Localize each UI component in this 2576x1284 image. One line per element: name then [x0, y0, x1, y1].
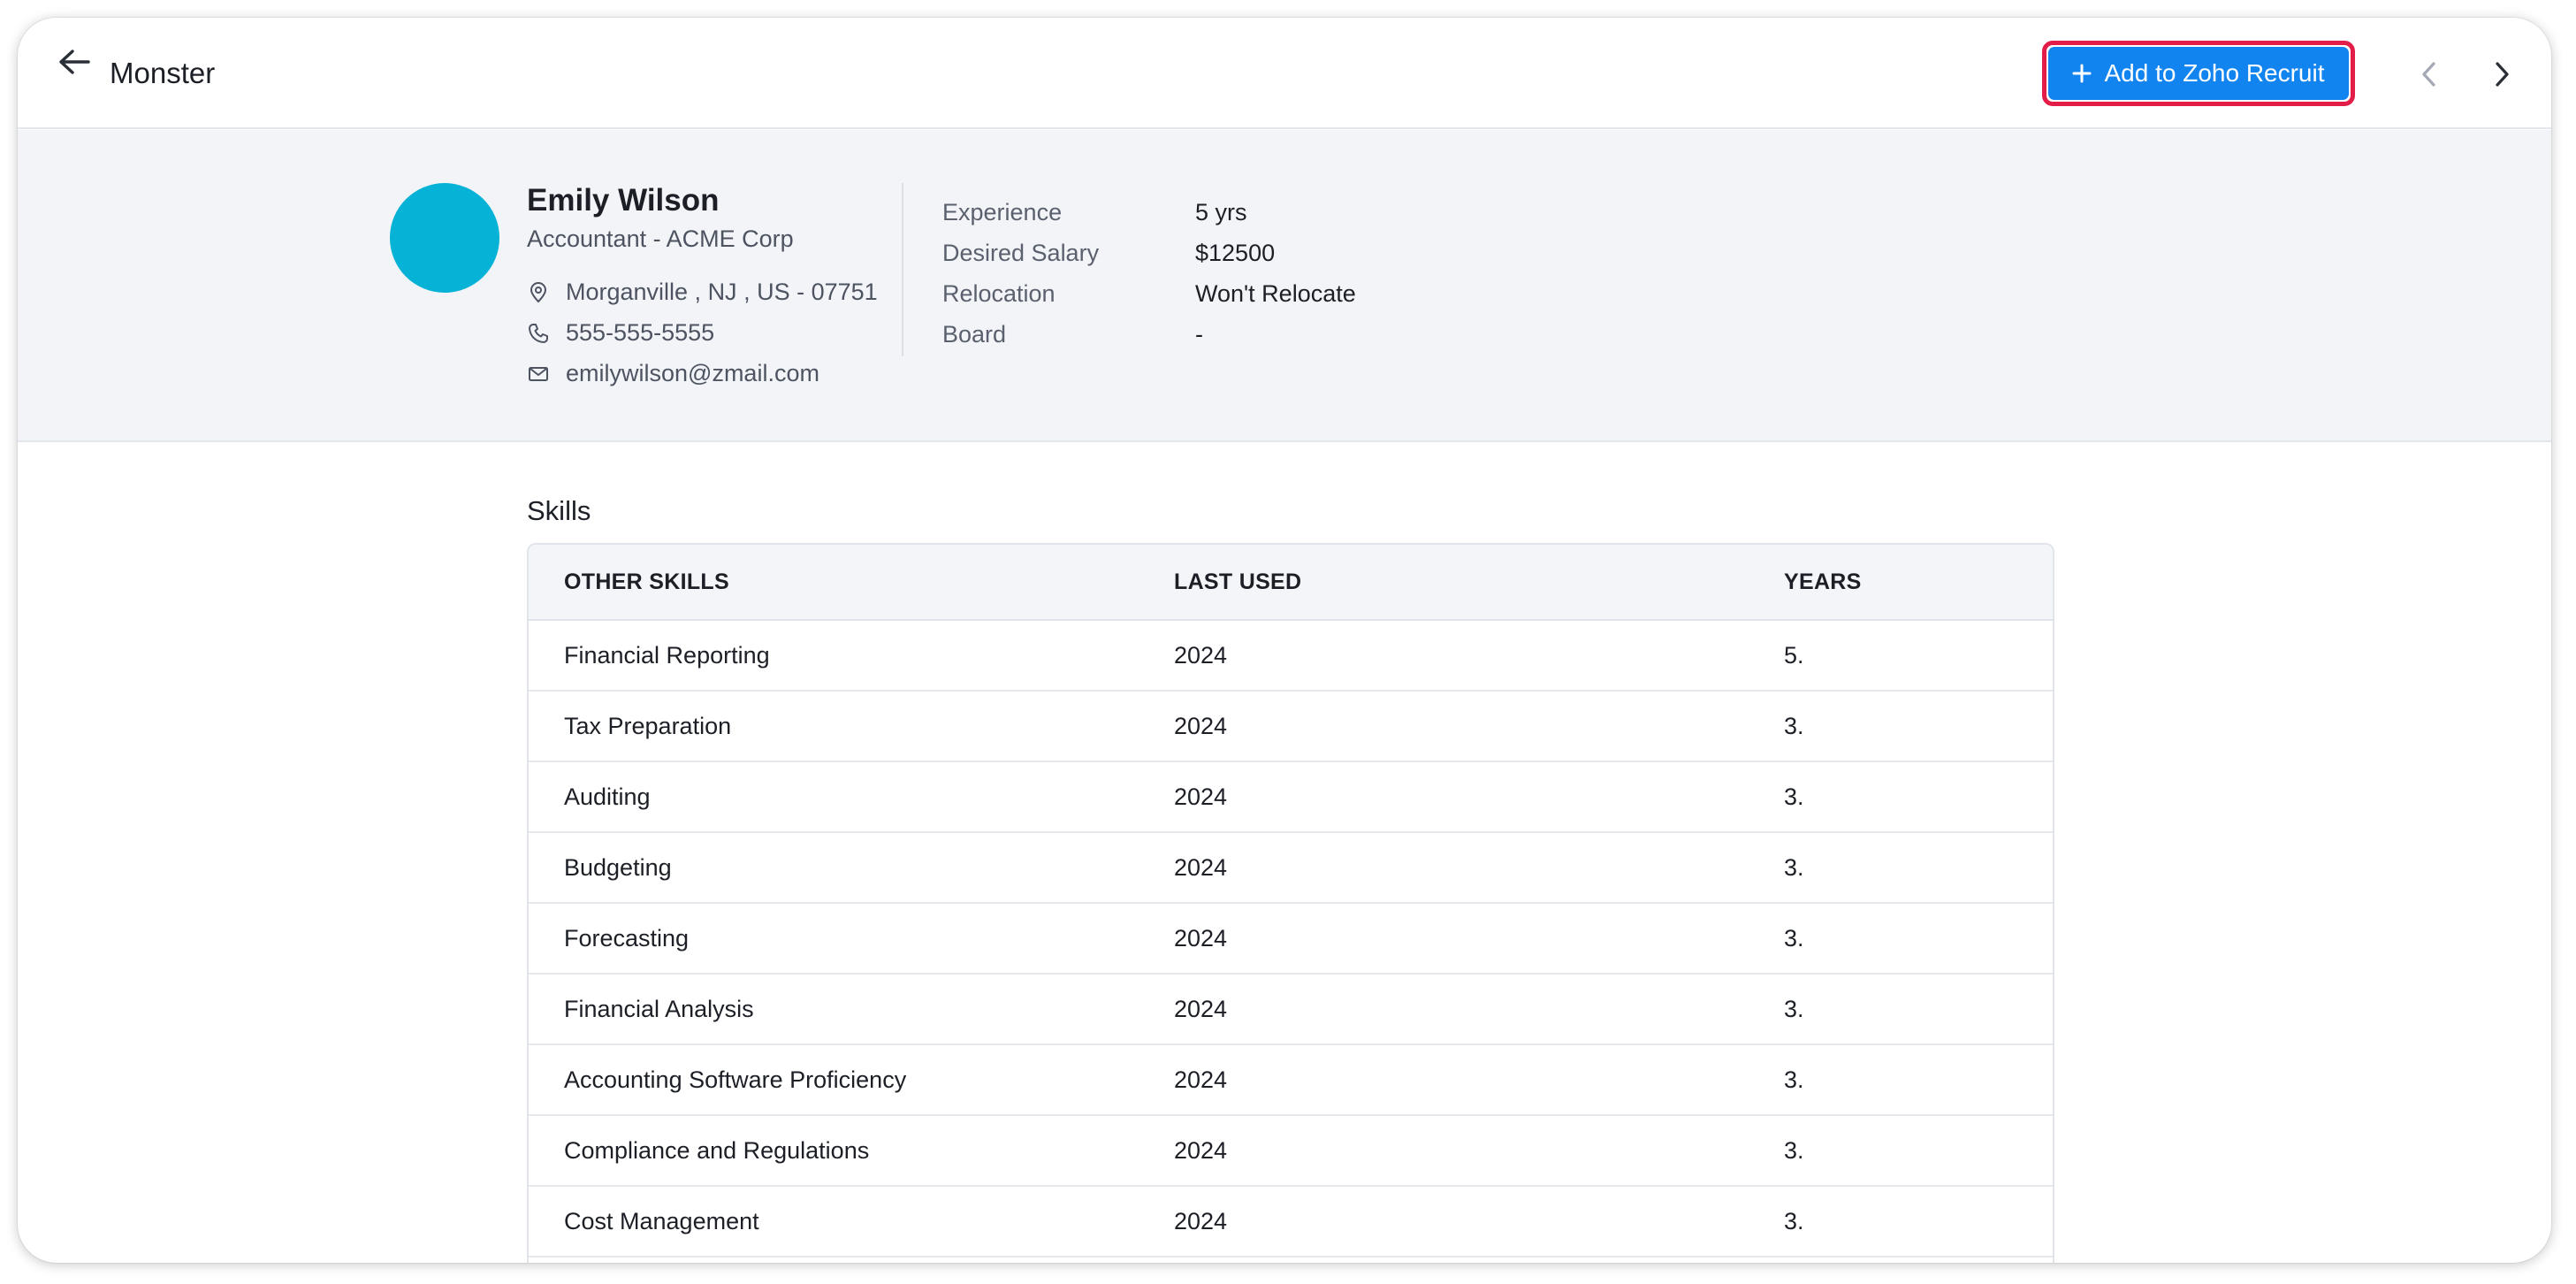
- skill-years: 3.: [1784, 1066, 1804, 1093]
- skill-last-used: 2024: [1174, 853, 1228, 881]
- relocation-value: Won't Relocate: [1195, 280, 1356, 307]
- board-label: Board: [942, 321, 1007, 348]
- skill-name: Auditing: [564, 783, 651, 810]
- skill-last-used: 2024: [1174, 783, 1228, 810]
- add-button-label: Add to Zoho Recruit: [2104, 59, 2325, 87]
- app-window: Monster Add to Zoho Recruit Emily Wilson…: [18, 18, 2551, 1263]
- table-row: Financial Analysis 2024 3.: [529, 974, 2053, 1045]
- skill-last-used: 2024: [1174, 1136, 1228, 1164]
- avatar: [390, 183, 499, 293]
- table-row: Compliance and Regulations 2024 3.: [529, 1116, 2053, 1187]
- skill-years: 5.: [1784, 641, 1804, 669]
- chevron-left-icon[interactable]: [2415, 57, 2443, 92]
- skill-last-used: 2024: [1174, 924, 1228, 952]
- skill-years: 3.: [1784, 995, 1804, 1022]
- plus-icon: [2072, 64, 2092, 83]
- candidate-profile: Emily Wilson Accountant - ACME Corp Morg…: [18, 130, 2551, 442]
- table-row: Cost Management 2024 3.: [529, 1187, 2053, 1257]
- table-row: Forecasting 2024 3.: [529, 904, 2053, 974]
- top-bar: Monster Add to Zoho Recruit: [18, 18, 2551, 129]
- column-header-other-skills: OTHER SKILLS: [564, 569, 729, 594]
- candidate-email: emilywilson@zmail.com: [566, 360, 819, 386]
- skill-name: Accounting Software Proficiency: [564, 1066, 907, 1093]
- table-row: Tax Preparation 2024 3.: [529, 692, 2053, 762]
- table-row: Accounting Software Proficiency 2024 3.: [529, 1045, 2053, 1116]
- phone-row: 555-555-5555: [527, 319, 714, 347]
- table-row: Budgeting 2024 3.: [529, 833, 2053, 904]
- board-value: -: [1195, 321, 1203, 348]
- skill-last-used: 2024: [1174, 1207, 1228, 1234]
- skill-name: Tax Preparation: [564, 712, 732, 739]
- table-row: Financial Reporting 2024 5.: [529, 621, 2053, 692]
- table-row: Auditing 2024 3.: [529, 762, 2053, 833]
- skill-name: Compliance and Regulations: [564, 1136, 870, 1164]
- profile-divider: [902, 183, 903, 356]
- skills-table: OTHER SKILLS LAST USED YEARS Financial R…: [527, 543, 2054, 1263]
- table-header: OTHER SKILLS LAST USED YEARS: [529, 545, 2053, 621]
- skill-years: 3.: [1784, 1136, 1804, 1164]
- chevron-right-icon[interactable]: [2488, 57, 2516, 92]
- phone-icon: [529, 323, 548, 343]
- desired-salary-value: $12500: [1195, 240, 1276, 266]
- skill-last-used: 2024: [1174, 712, 1228, 739]
- skill-years: 3.: [1784, 1207, 1804, 1234]
- candidate-name: Emily Wilson: [527, 183, 720, 218]
- skill-name: Cost Management: [564, 1207, 759, 1234]
- candidate-location: Morganville , NJ , US - 07751: [566, 279, 878, 305]
- add-to-zoho-recruit-button[interactable]: Add to Zoho Recruit: [2042, 41, 2355, 106]
- location-row: Morganville , NJ , US - 07751: [527, 279, 878, 306]
- arrow-left-icon[interactable]: [55, 44, 94, 83]
- skill-name: Financial Analysis: [564, 995, 754, 1022]
- skill-name: Financial Reporting: [564, 641, 770, 669]
- skill-years: 3.: [1784, 924, 1804, 952]
- candidate-phone: 555-555-5555: [566, 319, 715, 346]
- skill-name: Forecasting: [564, 924, 690, 952]
- candidate-title: Accountant - ACME Corp: [527, 225, 794, 252]
- experience-label: Experience: [942, 199, 1063, 225]
- skills-heading: Skills: [527, 495, 591, 526]
- column-header-last-used: LAST USED: [1174, 569, 1302, 594]
- skill-years: 3.: [1784, 853, 1804, 881]
- desired-salary-label: Desired Salary: [942, 240, 1100, 266]
- relocation-label: Relocation: [942, 280, 1056, 307]
- source-title: Monster: [110, 57, 216, 89]
- email-row: emilywilson@zmail.com: [527, 360, 819, 387]
- experience-value: 5 yrs: [1195, 199, 1247, 225]
- column-header-years: YEARS: [1784, 569, 1862, 594]
- skill-years: 3.: [1784, 783, 1804, 810]
- location-pin-icon: [530, 281, 547, 302]
- mail-icon: [529, 366, 548, 381]
- skill-years: 3.: [1784, 712, 1804, 739]
- skill-last-used: 2024: [1174, 1066, 1228, 1093]
- skill-last-used: 2024: [1174, 995, 1228, 1022]
- skill-last-used: 2024: [1174, 641, 1228, 669]
- skill-name: Budgeting: [564, 853, 672, 881]
